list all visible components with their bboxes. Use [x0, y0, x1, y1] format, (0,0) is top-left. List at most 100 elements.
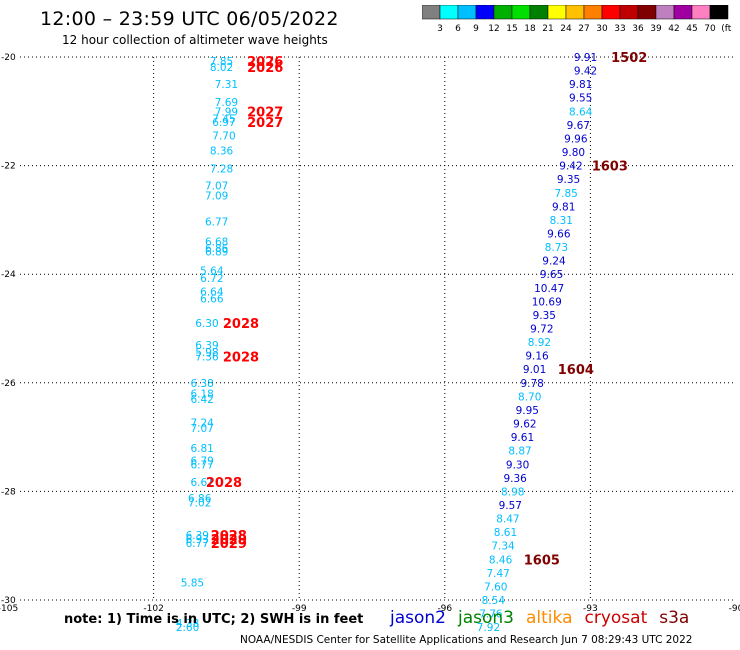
wave-height-value: 7.60 — [484, 581, 507, 593]
wave-height-value: 9.96 — [564, 133, 588, 145]
colorbar-label: 6 — [455, 24, 461, 34]
wave-height-value: 6.86 — [188, 493, 212, 505]
wave-height-value: 7.45 — [212, 113, 235, 125]
wave-height-value: 8.87 — [508, 446, 531, 458]
x-tick-label: -99 — [292, 604, 307, 614]
colorbar-label: 3 — [437, 24, 443, 34]
time-label: 2026 — [247, 61, 283, 76]
colorbar-label: 42 — [668, 24, 679, 34]
y-tick-label: -30 — [1, 596, 16, 606]
wave-height-value: 7.24 — [190, 417, 214, 429]
wave-height-value: 8.36 — [210, 145, 234, 157]
legend-cryosat: cryosat — [584, 608, 648, 628]
time-label: 2028 — [223, 351, 259, 366]
wave-height-value: 8.61 — [494, 527, 517, 539]
wave-height-value: 4.38 — [176, 618, 199, 630]
wave-height-value: 5.64 — [200, 265, 224, 277]
wave-height-value: 6.77 — [205, 217, 228, 229]
wave-height-value: 8.70 — [518, 391, 541, 403]
wave-height-value: 6.89 — [205, 246, 228, 258]
wave-height-value: 6.64 — [200, 287, 224, 299]
legend-altika: altika — [526, 608, 573, 628]
y-tick-label: -26 — [1, 379, 16, 389]
wave-height-value: 9.36 — [503, 473, 527, 485]
colorbar-label: 27 — [578, 24, 589, 34]
wave-height-value: 9.66 — [547, 228, 571, 240]
wave-height-value: 7.28 — [210, 163, 233, 175]
wave-height-value: 7.85 — [554, 188, 577, 200]
wave-height-value: 9.81 — [569, 79, 592, 91]
footnote: note: 1) Time is in UTC; 2) SWH is in fe… — [64, 612, 364, 627]
time-label: 1502 — [611, 51, 647, 66]
time-label: 1603 — [592, 160, 628, 175]
time-label: 2029 — [211, 537, 247, 552]
wave-height-value: 6.38 — [190, 378, 213, 390]
wave-height-value: 9.65 — [540, 269, 563, 281]
wave-height-value: 7.07 — [205, 181, 228, 193]
time-label: 2028 — [223, 317, 259, 332]
x-tick-label: -90 — [729, 604, 740, 614]
wave-height-value: 7.99 — [215, 106, 238, 118]
y-tick-label: -22 — [1, 162, 16, 172]
wave-height-value: 6.39 — [186, 530, 209, 542]
chart-title: 12:00 – 23:59 UTC 06/05/2022 — [40, 8, 339, 30]
wave-height-value: 8.46 — [489, 554, 513, 566]
colorbar-label: 21 — [542, 24, 553, 34]
wave-height-value: 7.02 — [188, 497, 211, 509]
wave-height-value: 6.66 — [200, 294, 224, 306]
wave-height-value: 9.78 — [520, 378, 543, 390]
wave-height-value: 7.09 — [205, 190, 228, 202]
wave-height-value: 6.30 — [195, 318, 218, 330]
colorbar-label: (ft) — [721, 24, 732, 34]
satellite-legend: jason2 jason3 altika cryosat s3a — [390, 608, 701, 628]
credit-line: NOAA/NESDIS Center for Satellite Applica… — [240, 634, 693, 646]
time-label: 2028 — [211, 529, 247, 544]
colorbar-label: 36 — [632, 24, 644, 34]
wave-height-value: 9.57 — [499, 500, 522, 512]
colorbar-label: 24 — [560, 24, 572, 34]
colorbar-label: 9 — [473, 24, 479, 34]
colorbar-label: 30 — [596, 24, 608, 34]
colorbar-label: 18 — [524, 24, 536, 34]
wave-height-value: 6.68 — [205, 237, 228, 249]
wave-height-value: 9.81 — [552, 201, 575, 213]
time-label: 2029 — [211, 533, 247, 548]
colorbar-label: 45 — [686, 24, 697, 34]
wave-height-value: 7.34 — [491, 541, 515, 553]
x-tick-label: -105 — [0, 604, 18, 614]
wave-height-value: 6.97 — [212, 117, 235, 129]
wave-height-value: 8.64 — [569, 106, 593, 118]
colorbar-label: 12 — [488, 24, 499, 34]
wave-height-value: 6.79 — [190, 455, 213, 467]
wave-height-value: 6.86 — [205, 243, 229, 255]
wave-height-value: 7.76 — [479, 609, 503, 621]
legend-jason3: jason3 — [458, 608, 514, 628]
time-label: 2026 — [247, 55, 283, 70]
time-label: 2028 — [206, 476, 242, 491]
wave-height-value: 9.61 — [511, 432, 534, 444]
colorbar-label: 70 — [704, 24, 716, 34]
wave-height-value: 6.93 — [186, 534, 209, 546]
wave-height-value: 6.81 — [190, 443, 213, 455]
wave-height-value: 6.61 — [190, 477, 213, 489]
wave-height-value: 9.30 — [506, 459, 529, 471]
wave-height-value: 8.92 — [528, 337, 551, 349]
time-label: 1604 — [558, 363, 594, 378]
wave-height-value: 8.54 — [482, 595, 506, 607]
legend-jason2: jason2 — [390, 608, 446, 628]
wave-height-value: 9.95 — [516, 405, 539, 417]
colorbar-label: 39 — [650, 24, 662, 34]
legend-s3a: s3a — [659, 608, 690, 628]
time-label: 2027 — [247, 116, 283, 131]
wave-height-value: 7.07 — [190, 423, 213, 435]
wave-height-value: 9.16 — [525, 351, 549, 363]
wave-height-value: 10.47 — [534, 283, 564, 295]
wave-height-value: 9.35 — [557, 174, 580, 186]
wave-height-value: 8.73 — [545, 242, 568, 254]
color-swatch — [709, 5, 729, 20]
chart-subtitle: 12 hour collection of altimeter wave hei… — [62, 33, 328, 47]
wave-height-value: 7.36 — [195, 352, 219, 364]
wave-height-value: 9.72 — [530, 324, 553, 336]
